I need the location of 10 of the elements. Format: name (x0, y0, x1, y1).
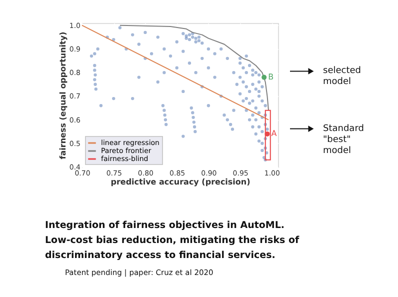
text: discriminatory access to financial services. (45, 250, 276, 261)
annotation: A (271, 128, 278, 138)
y-axis-title: fairness (equal opportunity) (58, 32, 68, 160)
text: selected model (323, 66, 361, 88)
text: Low-cost bias reduction, mitigating the risks of (45, 235, 300, 246)
x-axis-title: predictive accuracy (precision) (110, 178, 250, 186)
line-series (119, 24, 270, 111)
annotation: B (268, 72, 274, 82)
text: Integration of fairness objectives in AutoML. (45, 220, 285, 231)
text: Standard "best" model (323, 124, 364, 156)
